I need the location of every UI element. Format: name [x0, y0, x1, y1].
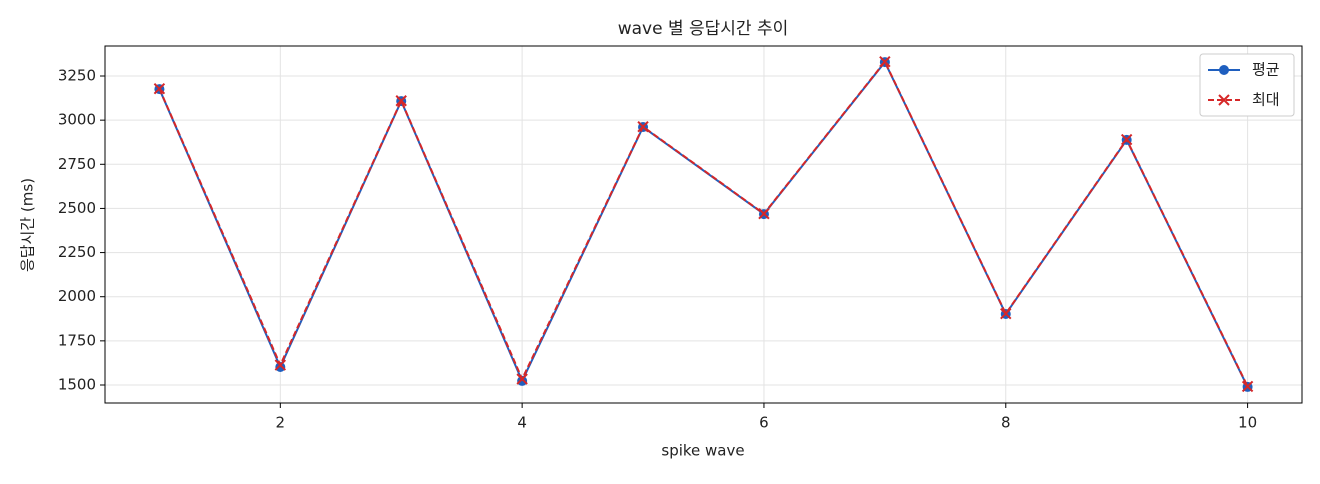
- marker: [1219, 65, 1229, 75]
- marker: [1000, 307, 1012, 320]
- x-tick-label: 8: [1001, 414, 1011, 432]
- y-tick-label: 3250: [58, 67, 96, 85]
- y-tick-label: 2000: [58, 287, 96, 305]
- y-axis-label: 응답시간 (ms): [19, 178, 37, 272]
- marker-x: [153, 83, 166, 95]
- series-line: [158, 59, 1249, 387]
- marker: [1241, 380, 1254, 393]
- marker-x: [1218, 94, 1230, 106]
- x-tick-label: 4: [517, 414, 527, 432]
- marker: [637, 120, 649, 133]
- marker: [153, 83, 166, 95]
- y-tick-label: 1750: [58, 331, 96, 349]
- legend-box: [1199, 53, 1295, 117]
- marker: [516, 373, 528, 385]
- legend-label: 최대: [1252, 91, 1280, 109]
- chart-title: wave 별 응답시간 추이: [618, 19, 789, 39]
- marker-x: [274, 359, 287, 371]
- x-tick-label: 6: [759, 414, 769, 432]
- marker: [1218, 94, 1230, 106]
- marker: [879, 56, 891, 68]
- x-tick-label: 10: [1238, 414, 1257, 432]
- marker: [395, 95, 407, 107]
- marker-x: [516, 373, 528, 385]
- marker-x: [1000, 307, 1012, 320]
- plot-frame: [104, 45, 1303, 404]
- y-tick-label: 2750: [58, 155, 96, 173]
- marker: [274, 359, 287, 371]
- y-tick-label: 3000: [58, 111, 96, 129]
- x-tick-label: 2: [276, 414, 286, 432]
- y-tick-label: 2250: [58, 243, 96, 261]
- marker-x: [1241, 380, 1254, 393]
- y-tick-label: 2500: [58, 199, 96, 217]
- marker: [1120, 133, 1133, 146]
- legend-label: 평균: [1252, 61, 1280, 79]
- marker-x: [758, 208, 770, 220]
- y-tick-label: 1500: [58, 375, 96, 393]
- marker-x: [637, 120, 649, 133]
- marker-x: [879, 56, 891, 68]
- marker-x: [1120, 133, 1133, 146]
- x-axis-label: spike wave: [661, 442, 744, 460]
- marker-x: [395, 95, 407, 107]
- marker: [758, 208, 770, 220]
